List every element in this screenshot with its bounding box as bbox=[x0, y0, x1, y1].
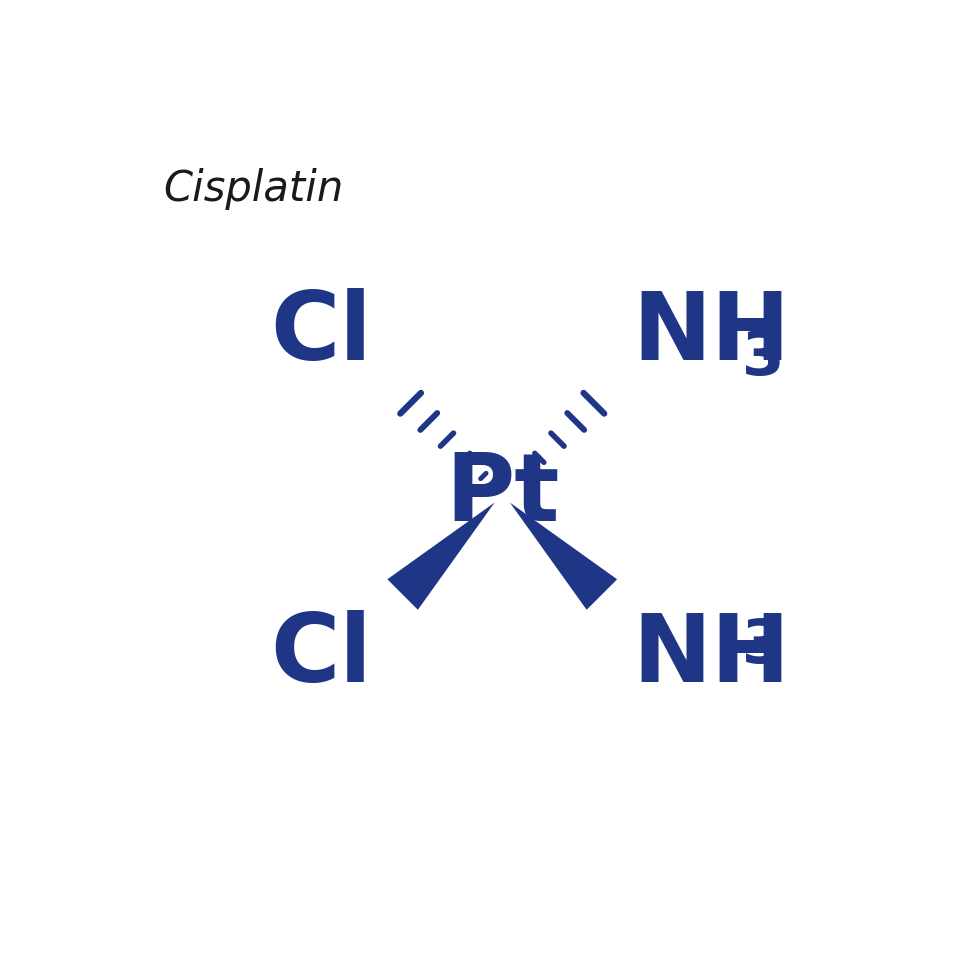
Text: Cl: Cl bbox=[270, 288, 372, 380]
Polygon shape bbox=[387, 503, 495, 610]
Text: Pt: Pt bbox=[445, 449, 560, 541]
Text: 3: 3 bbox=[743, 329, 785, 388]
Text: Cisplatin: Cisplatin bbox=[164, 168, 344, 210]
Text: NH: NH bbox=[632, 288, 791, 380]
Text: Cl: Cl bbox=[270, 610, 372, 702]
Polygon shape bbox=[510, 503, 617, 610]
Text: 3: 3 bbox=[743, 617, 785, 676]
Text: NH: NH bbox=[632, 610, 791, 702]
